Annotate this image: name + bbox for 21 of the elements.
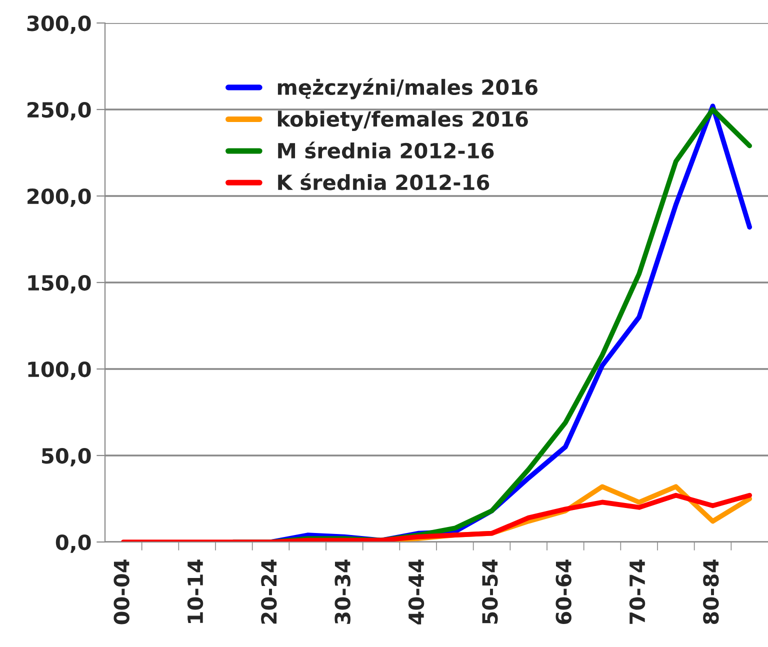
x-tick-label: 30-34	[334, 560, 350, 624]
x-tick-label: 10-14	[187, 560, 204, 623]
line-series	[120, 492, 752, 542]
y-tick-label: 100,0	[28, 361, 91, 380]
legend-label: K średnia 2012-16	[278, 173, 490, 190]
legend-label: kobiety/females 2016	[278, 110, 528, 132]
y-tick-label: 200,0	[28, 188, 91, 207]
y-tick-label: 150,0	[28, 274, 91, 294]
x-tick-label: 40-44	[408, 560, 424, 624]
x-tick-label: 20-24	[261, 560, 277, 624]
legend-label: M średnia 2012-16	[278, 142, 494, 159]
y-tick-label: 300,0	[27, 15, 91, 34]
x-tick-label: 00-04	[114, 560, 130, 624]
x-tick-label: 80-84	[703, 560, 719, 624]
y-tick-label: 250,0	[28, 102, 91, 120]
legend-label: mężczyźni/males 2016	[278, 78, 538, 100]
x-tick-label: 70-74	[629, 560, 646, 624]
y-tick-label: 0,0	[56, 534, 91, 553]
x-tick-label: 60-64	[556, 560, 572, 624]
y-tick-label: 50,0	[42, 448, 91, 466]
x-tick-label: 50-54	[482, 560, 498, 624]
